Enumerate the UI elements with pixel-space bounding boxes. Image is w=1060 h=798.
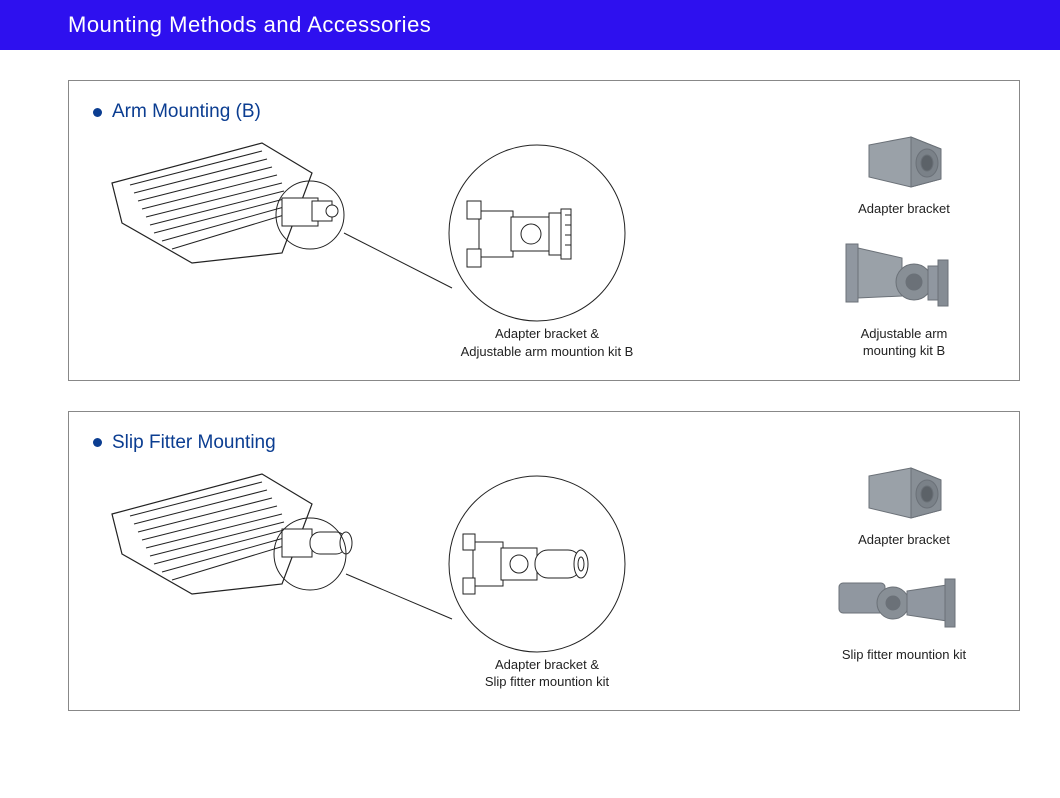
caption-line1: Adapter bracket & [427,656,667,674]
caption-line1: Adapter bracket & [427,325,667,343]
panel-title: Slip Fitter Mounting [97,432,999,454]
diagram-caption: Adapter bracket & Adjustable arm mountio… [427,325,667,360]
panel-body: Adapter bracket & Adjustable arm mountio… [97,133,999,360]
panel-title-text: Slip Fitter Mounting [112,432,276,454]
side-label-line1: Slip fitter mountion kit [829,647,979,664]
side-item-adapter: Adapter bracket [849,127,959,218]
page-header: Mounting Methods and Accessories [0,0,1060,50]
bullet-icon [93,438,102,447]
panel-title-text: Arm Mounting (B) [112,101,261,123]
side-item-arm-kit: Adjustable arm mounting kit B [834,232,974,360]
side-items: Adapter bracket Slip fitter mountion kit [809,458,999,664]
adapter-bracket-icon [849,127,959,197]
page-title: Mounting Methods and Accessories [68,12,431,37]
panel-body: Adapter bracket & Slip fitter mountion k… [97,464,999,684]
side-items: Adapter bracket Adjustable arm mounting … [809,127,999,360]
diagram-area: Adapter bracket & Slip fitter mountion k… [97,464,809,684]
panel-title: Arm Mounting (B) [97,101,999,123]
panel-slip-fitter: Slip Fitter Mounting [68,411,1020,711]
arm-kit-icon [834,232,974,322]
side-item-adapter: Adapter bracket [849,458,959,549]
slip-fitter-kit-icon [829,563,979,643]
caption-line2: Adjustable arm mountion kit B [427,343,667,361]
diagram-caption: Adapter bracket & Slip fitter mountion k… [427,656,667,691]
side-label: Adapter bracket [849,532,959,549]
panel-arm-mounting: Arm Mounting (B) [68,80,1020,381]
adapter-bracket-icon [849,458,959,528]
side-label-line1: Adjustable arm [834,326,974,343]
bullet-icon [93,108,102,117]
side-item-slip-kit: Slip fitter mountion kit [829,563,979,664]
line-diagram-icon [97,464,717,684]
side-label: Adapter bracket [849,201,959,218]
line-diagram-icon [97,133,717,353]
side-label-line2: mounting kit B [834,343,974,360]
caption-line2: Slip fitter mountion kit [427,673,667,691]
diagram-area: Adapter bracket & Adjustable arm mountio… [97,133,809,353]
